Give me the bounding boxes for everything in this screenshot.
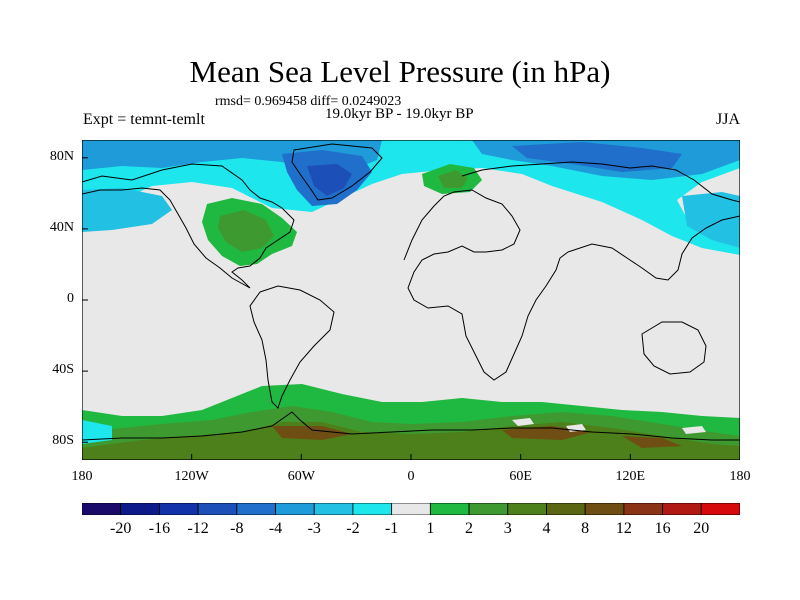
colorbar-swatch xyxy=(352,503,393,515)
north-america-coast xyxy=(82,163,295,289)
coastlines xyxy=(82,143,740,441)
x-tick-label: 180 xyxy=(729,469,751,484)
colorbar-label: -8 xyxy=(230,520,244,537)
siberia-coast xyxy=(461,161,740,203)
colorbar-swatch xyxy=(662,503,702,515)
colorbar-label: 4 xyxy=(542,520,551,537)
y-tick-label: 80S xyxy=(52,433,74,449)
colorbar-label: 16 xyxy=(654,520,671,537)
colorbar-swatch xyxy=(159,503,199,515)
map-title: Mean Sea Level Pressure (in hPa) xyxy=(189,54,611,89)
north-pacific-low xyxy=(82,188,172,232)
siberia-low xyxy=(512,142,682,172)
colorbar-label: -4 xyxy=(268,520,283,537)
season-label: JJA xyxy=(715,111,740,128)
x-tick-marks xyxy=(82,454,740,460)
colorbar-swatch xyxy=(546,503,586,515)
colorbar-label: 8 xyxy=(581,520,590,537)
antarctica-coast xyxy=(82,411,740,441)
x-tick-label: 0 xyxy=(407,469,415,484)
europe-africa-coast xyxy=(403,189,569,381)
pressure-anomaly-map xyxy=(82,140,740,460)
greenland-coast xyxy=(291,143,383,201)
y-tick-label: 80N xyxy=(49,148,74,164)
colorbar-swatch xyxy=(236,503,276,515)
rmsd-diff-label: rmsd= 0.969458 diff= 0.0249023 xyxy=(215,94,402,109)
colorbar-label: 12 xyxy=(615,520,632,537)
colorbar-swatch xyxy=(82,503,122,515)
colorbar-label: -20 xyxy=(110,520,132,537)
x-tick-label: 60E xyxy=(509,469,532,484)
colorbar-swatch xyxy=(584,503,625,515)
east-asia-patch xyxy=(648,206,662,224)
colorbar-label: 20 xyxy=(693,520,710,537)
colorbar-label: -2 xyxy=(346,520,360,537)
colorbar-label: -1 xyxy=(384,520,399,537)
colorbar-label: 2 xyxy=(465,520,474,537)
colorbar-swatch xyxy=(391,503,431,515)
colorbar-swatch xyxy=(507,503,547,515)
x-tick-label: 60W xyxy=(287,469,315,484)
y-tick-label: 0 xyxy=(67,291,74,306)
colorbar-swatch xyxy=(623,503,663,515)
experiment-label: Expt = temnt-temlt xyxy=(83,111,205,128)
south-low-band xyxy=(82,420,112,444)
colorbar-swatch xyxy=(120,503,160,515)
north-america-high-core xyxy=(218,210,274,252)
colorbar-label: -16 xyxy=(148,520,171,537)
colorbar-swatch xyxy=(197,503,238,515)
y-tick-marks xyxy=(82,157,88,443)
colorbar-swatch xyxy=(275,503,315,515)
colorbar-label: 3 xyxy=(503,520,512,537)
y-tick-label: 40S xyxy=(52,362,74,378)
colorbar xyxy=(82,503,740,515)
south-band-level4 xyxy=(272,426,682,448)
colorbar-label: 1 xyxy=(426,520,435,537)
australia-coast xyxy=(641,321,707,375)
x-tick-label: 120E xyxy=(615,469,646,484)
colorbar-swatch xyxy=(700,503,740,515)
x-tick-label: 120W xyxy=(174,469,209,484)
x-tick-label: 180 xyxy=(71,469,93,484)
period-label: 19.0kyr BP - 19.0kyr BP xyxy=(325,106,474,122)
scandinavia-high-core xyxy=(438,170,468,188)
colorbar-swatch xyxy=(429,503,470,515)
colorbar-label: -12 xyxy=(187,520,209,537)
colorbar-swatch xyxy=(313,503,354,515)
east-pacific-low xyxy=(682,192,740,248)
greenland-low-core xyxy=(307,164,352,196)
colorbar-swatch xyxy=(468,503,509,515)
y-tick-label: 40N xyxy=(49,219,74,235)
colorbar-label: -3 xyxy=(307,520,321,537)
south-america-coast xyxy=(249,285,335,409)
asia-coast xyxy=(567,215,740,281)
south-band-gaps xyxy=(512,418,706,434)
